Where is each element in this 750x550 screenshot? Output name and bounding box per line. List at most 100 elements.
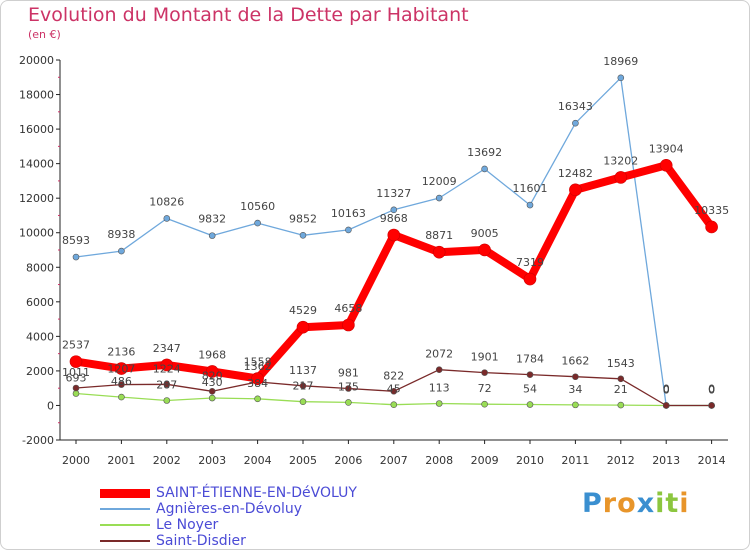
data-point-saint-etienne bbox=[478, 243, 491, 257]
data-point-saint-etienne bbox=[705, 220, 718, 234]
data-label-le-noyer: 34 bbox=[568, 383, 582, 396]
legend-swatch bbox=[100, 488, 150, 498]
data-label-saint-disdier: 1662 bbox=[561, 355, 589, 368]
data-label-saint-disdier: 2072 bbox=[425, 348, 453, 361]
data-label-agnieres: 9852 bbox=[289, 212, 317, 225]
data-point-agnieres bbox=[526, 201, 534, 209]
data-point-saint-etienne bbox=[569, 183, 582, 197]
data-label-saint-etienne: 13904 bbox=[649, 142, 684, 155]
data-label-agnieres: 8938 bbox=[107, 228, 135, 241]
data-label-agnieres: 11327 bbox=[376, 187, 411, 200]
data-label-saint-etienne: 13202 bbox=[603, 154, 638, 167]
data-point-le-noyer bbox=[572, 401, 579, 409]
data-label-agnieres: 16343 bbox=[558, 100, 593, 113]
legend-label: Le Noyer bbox=[156, 517, 219, 533]
legend-label: SAINT-ÉTIENNE-EN-DéVOLUY bbox=[156, 485, 357, 501]
data-labels: 8593 8938 10826 9832 10560 9852 10163 11327 1200… bbox=[62, 55, 729, 397]
y-tick-label: 2000 bbox=[26, 365, 54, 378]
data-label-le-noyer: 486 bbox=[111, 375, 132, 388]
x-tick-label: 2011 bbox=[561, 454, 589, 467]
data-point-saint-etienne bbox=[115, 362, 128, 375]
y-tick-label: 20000 bbox=[19, 54, 54, 67]
data-label-le-noyer: 113 bbox=[429, 382, 450, 395]
data-point-saint-disdier bbox=[208, 387, 216, 395]
data-point-le-noyer bbox=[254, 395, 261, 403]
data-point-agnieres bbox=[163, 215, 171, 222]
data-label-le-noyer: 217 bbox=[293, 380, 314, 393]
data-label-saint-etienne: 10335 bbox=[694, 204, 729, 217]
data-label-saint-disdier: 981 bbox=[338, 367, 359, 380]
data-label-saint-etienne: 1558 bbox=[244, 356, 272, 369]
legend-swatch bbox=[100, 524, 150, 526]
legend-item-le-noyer: Le Noyer bbox=[100, 517, 218, 533]
legend-item-agnieres: Agnières-en-Dévoluy bbox=[100, 501, 302, 517]
data-label-agnieres: 13692 bbox=[467, 146, 502, 159]
data-point-saint-disdier bbox=[345, 385, 352, 392]
data-point-saint-etienne bbox=[342, 318, 355, 332]
data-label-le-noyer: 21 bbox=[614, 383, 628, 396]
data-point-agnieres bbox=[299, 231, 307, 239]
y-tick-label: 10000 bbox=[19, 227, 54, 240]
data-point-saint-etienne bbox=[160, 358, 174, 372]
data-label-le-noyer: 0 bbox=[663, 383, 670, 396]
x-tick-label: 2008 bbox=[425, 454, 453, 467]
data-point-saint-disdier bbox=[435, 366, 443, 373]
data-point-saint-disdier bbox=[163, 381, 171, 388]
data-point-saint-etienne bbox=[614, 171, 628, 184]
x-tick-label: 2002 bbox=[153, 454, 181, 467]
logo-letter: i bbox=[679, 488, 690, 519]
logo-letter: P bbox=[582, 488, 603, 519]
data-label-saint-etienne: 1968 bbox=[198, 348, 226, 361]
data-point-le-noyer bbox=[481, 400, 488, 408]
data-label-le-noyer: 287 bbox=[156, 378, 177, 391]
y-tick-label: 8000 bbox=[26, 261, 54, 274]
data-point-saint-disdier bbox=[118, 381, 125, 388]
data-point-le-noyer bbox=[208, 394, 216, 402]
data-label-saint-etienne: 2136 bbox=[107, 346, 135, 359]
data-label-saint-disdier: 1224 bbox=[153, 362, 181, 375]
x-tick-label: 2004 bbox=[244, 454, 272, 467]
data-label-saint-disdier: 1362 bbox=[244, 360, 272, 373]
legend-item-saint-etienne: SAINT-ÉTIENNE-EN-DéVOLUY bbox=[100, 485, 357, 501]
data-label-agnieres: 12009 bbox=[422, 175, 457, 188]
data-point-le-noyer bbox=[390, 401, 398, 408]
x-tick-label: 2013 bbox=[652, 454, 680, 467]
data-label-agnieres: 11601 bbox=[513, 182, 548, 195]
data-point-agnieres bbox=[390, 206, 398, 214]
data-point-agnieres bbox=[617, 74, 625, 82]
x-tick-label: 2009 bbox=[471, 454, 499, 467]
data-label-le-noyer: 384 bbox=[247, 377, 268, 390]
data-label-agnieres: 10826 bbox=[149, 195, 184, 208]
data-label-saint-disdier: 0 bbox=[663, 383, 670, 396]
legend-swatch bbox=[100, 508, 150, 510]
data-point-saint-etienne bbox=[251, 372, 264, 385]
data-point-agnieres bbox=[72, 253, 80, 261]
data-point-saint-disdier bbox=[72, 384, 80, 392]
data-point-agnieres bbox=[435, 194, 443, 202]
data-label-saint-disdier: 1901 bbox=[471, 351, 499, 364]
data-label-saint-disdier: 1011 bbox=[62, 366, 90, 379]
data-point-agnieres bbox=[254, 219, 261, 227]
legend-label: Agnières-en-Dévoluy bbox=[156, 501, 303, 517]
data-point-le-noyer bbox=[617, 401, 625, 409]
data-point-saint-etienne bbox=[69, 355, 83, 368]
data-label-le-noyer: 0 bbox=[708, 383, 715, 396]
data-label-saint-etienne: 2537 bbox=[62, 339, 90, 352]
data-point-le-noyer bbox=[163, 397, 171, 404]
data-point-saint-disdier bbox=[481, 369, 488, 376]
data-label-saint-etienne: 9868 bbox=[380, 212, 408, 225]
x-tick-label: 2001 bbox=[107, 454, 135, 467]
y-tick-label: 0 bbox=[47, 399, 54, 412]
data-point-saint-etienne bbox=[523, 272, 537, 286]
x-tick-label: 2005 bbox=[289, 454, 317, 467]
y-tick-label: 6000 bbox=[26, 296, 54, 309]
data-point-agnieres bbox=[345, 226, 352, 234]
data-label-saint-etienne: 7319 bbox=[516, 256, 544, 269]
data-label-agnieres: 10163 bbox=[331, 207, 366, 220]
series-layer bbox=[69, 74, 718, 409]
proxiti-logo: Proxiti bbox=[582, 488, 690, 519]
data-label-saint-etienne: 12482 bbox=[558, 167, 593, 180]
x-tick-label: 2010 bbox=[516, 454, 544, 467]
data-label-agnieres: 0 bbox=[663, 382, 670, 395]
